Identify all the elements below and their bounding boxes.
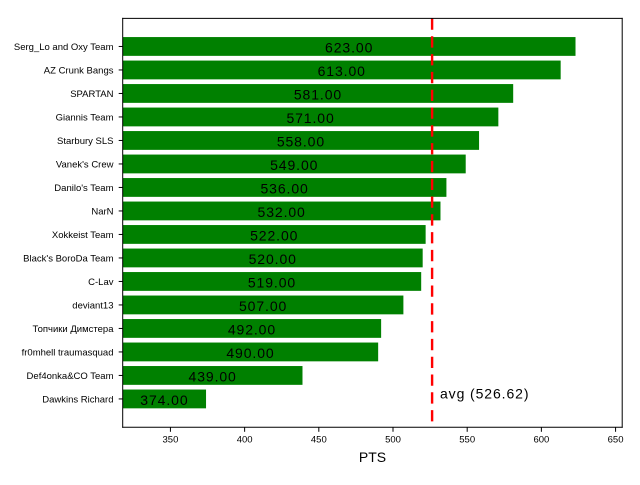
svg-text:400: 400 bbox=[237, 435, 253, 446]
svg-text:374.00: 374.00 bbox=[140, 392, 188, 408]
svg-text:SPARTAN: SPARTAN bbox=[70, 89, 113, 100]
svg-text:492.00: 492.00 bbox=[228, 322, 276, 338]
svg-text:613.00: 613.00 bbox=[318, 63, 366, 79]
svg-text:NarN: NarN bbox=[91, 206, 113, 217]
svg-text:571.00: 571.00 bbox=[286, 110, 334, 126]
svg-text:490.00: 490.00 bbox=[226, 345, 274, 361]
svg-text:Serg_Lo and Oxy Team: Serg_Lo and Oxy Team bbox=[14, 42, 114, 53]
svg-text:Dawkins Richard: Dawkins Richard bbox=[42, 394, 113, 405]
svg-text:558.00: 558.00 bbox=[277, 134, 325, 150]
svg-text:350: 350 bbox=[163, 435, 179, 446]
svg-text:Def4onka&CO Team: Def4onka&CO Team bbox=[27, 371, 114, 382]
svg-text:600: 600 bbox=[533, 435, 549, 446]
svg-text:650: 650 bbox=[608, 435, 624, 446]
svg-text:Danilo's Team: Danilo's Team bbox=[54, 183, 113, 194]
svg-text:536.00: 536.00 bbox=[260, 181, 308, 197]
svg-text:532.00: 532.00 bbox=[258, 204, 306, 220]
svg-text:450: 450 bbox=[311, 435, 327, 446]
svg-text:500: 500 bbox=[385, 435, 401, 446]
svg-text:519.00: 519.00 bbox=[248, 275, 296, 291]
svg-text:C-Lav: C-Lav bbox=[88, 277, 114, 288]
svg-text:522.00: 522.00 bbox=[250, 228, 298, 244]
svg-text:549.00: 549.00 bbox=[270, 157, 318, 173]
svg-text:623.00: 623.00 bbox=[325, 40, 373, 56]
svg-text:507.00: 507.00 bbox=[239, 298, 287, 314]
svg-text:fr0mhell traumasquad: fr0mhell traumasquad bbox=[22, 347, 114, 358]
svg-text:AZ Crunk Bangs: AZ Crunk Bangs bbox=[44, 65, 114, 76]
svg-text:439.00: 439.00 bbox=[189, 369, 237, 385]
svg-text:Black's BoroDa Team: Black's BoroDa Team bbox=[23, 253, 113, 264]
svg-text:Giannis Team: Giannis Team bbox=[56, 112, 114, 123]
svg-text:581.00: 581.00 bbox=[294, 87, 342, 103]
svg-text:550: 550 bbox=[459, 435, 475, 446]
svg-text:Vanek's Crew: Vanek's Crew bbox=[56, 159, 114, 170]
svg-text:PTS: PTS bbox=[359, 449, 386, 465]
svg-text:520.00: 520.00 bbox=[249, 251, 297, 267]
svg-text:Xokkeist Team: Xokkeist Team bbox=[52, 230, 114, 241]
svg-text:Starbury SLS: Starbury SLS bbox=[57, 136, 114, 147]
svg-text:deviant13: deviant13 bbox=[72, 300, 113, 311]
svg-text:Топчики Димстера: Топчики Димстера bbox=[33, 324, 115, 335]
svg-text:avg (526.62): avg (526.62) bbox=[440, 386, 529, 402]
